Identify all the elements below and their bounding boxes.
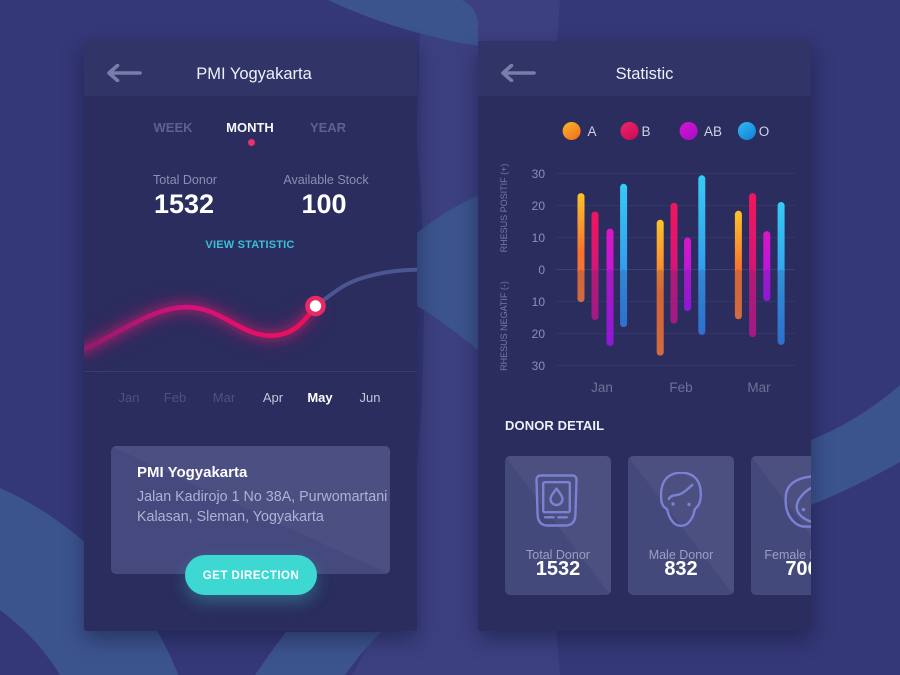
svg-text:Feb: Feb: [669, 380, 692, 395]
svg-text:RHESUS POSITIF (+): RHESUS POSITIF (+): [499, 164, 509, 253]
svg-text:20: 20: [532, 327, 546, 341]
svg-text:10: 10: [532, 231, 546, 245]
svg-text:30: 30: [532, 359, 546, 373]
svg-text:30: 30: [532, 167, 546, 181]
svg-text:0: 0: [538, 263, 545, 277]
svg-text:Jan: Jan: [591, 380, 613, 395]
svg-text:20: 20: [532, 199, 546, 213]
svg-text:Mar: Mar: [747, 380, 771, 395]
svg-text:RHESUS NEGATIF (-): RHESUS NEGATIF (-): [499, 281, 509, 371]
svg-text:10: 10: [532, 295, 546, 309]
